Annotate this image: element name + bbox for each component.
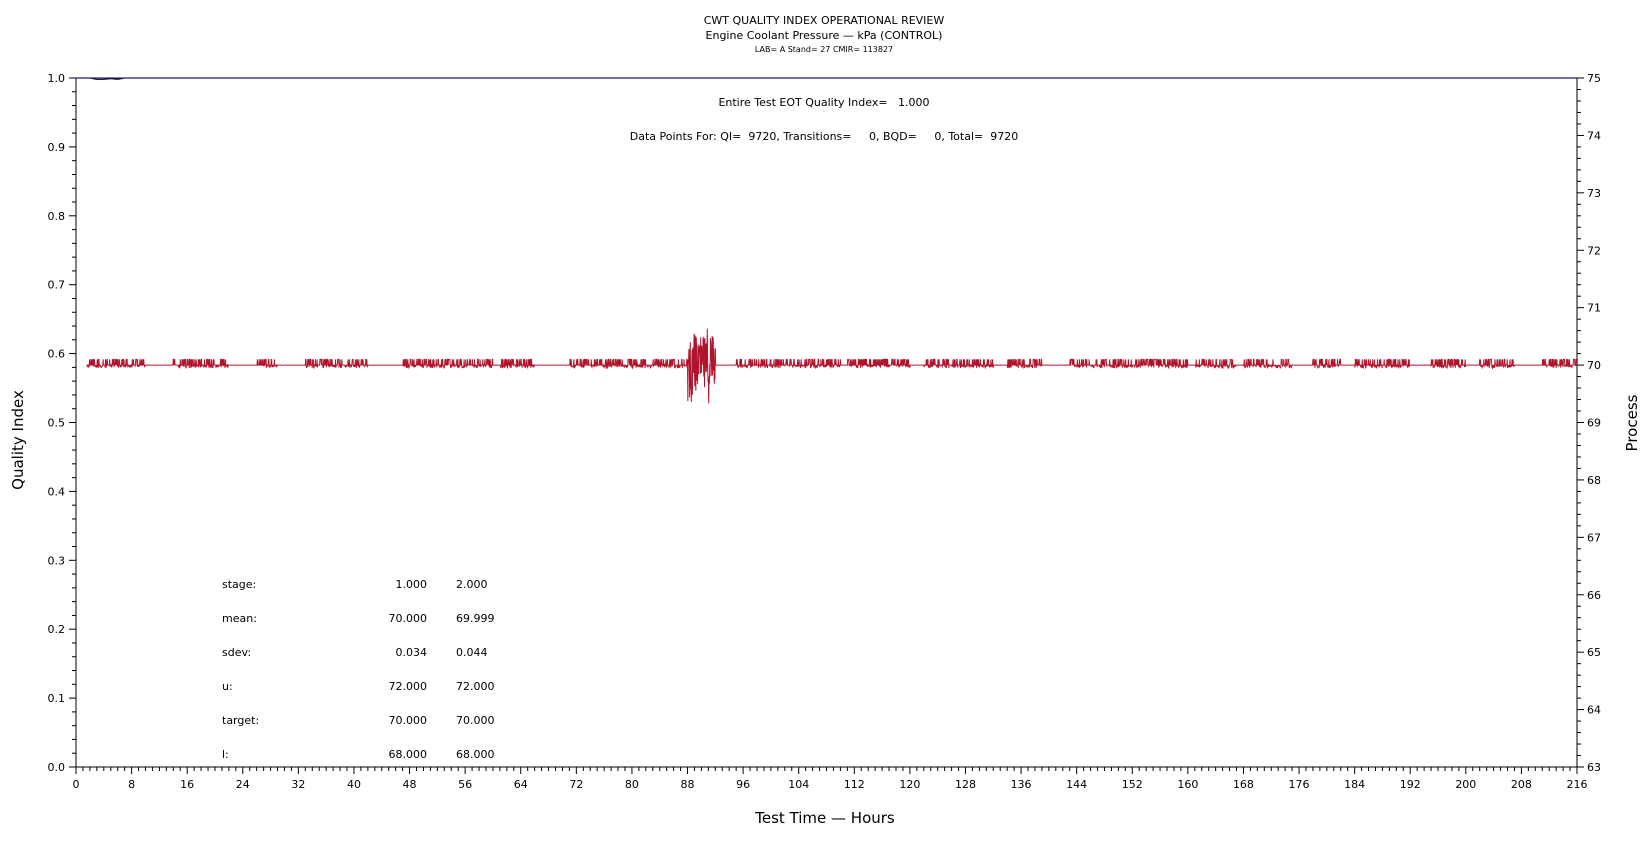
- x-tick-label: 192: [1400, 778, 1421, 791]
- plot-frame: [75, 77, 1578, 768]
- stat-value-stage1: 0.034: [396, 646, 428, 659]
- stat-value-stage2: 69.999: [456, 612, 495, 625]
- stat-value-stage2: 0.044: [456, 646, 488, 659]
- y-tick-label: 0.7: [48, 279, 66, 292]
- x-tick-label: 8: [128, 778, 135, 791]
- y2-tick-label: 68: [1587, 474, 1601, 487]
- stats-table: stage: 1.000 2.000 mean: 70.000 69.999 sdev: 0.…: [222, 578, 495, 761]
- y-tick-label: 0.5: [48, 417, 66, 430]
- x-tick-label: 96: [736, 778, 750, 791]
- x-tick-label: 48: [403, 778, 417, 791]
- stat-value-stage1: 68.000: [389, 748, 428, 761]
- x-tick-label: 32: [291, 778, 305, 791]
- x-tick-label: 208: [1511, 778, 1532, 791]
- x-tick-label: 80: [625, 778, 639, 791]
- x-tick-label: 40: [347, 778, 361, 791]
- x-tick-label: 112: [844, 778, 865, 791]
- stat-label: l:: [222, 748, 229, 761]
- y2-tick-label: 72: [1587, 244, 1601, 257]
- y2-tick-label: 73: [1587, 187, 1601, 200]
- y-tick-label: 0.1: [48, 692, 66, 705]
- stat-value-stage2: 2.000: [456, 578, 488, 591]
- y2-tick-label: 69: [1587, 417, 1601, 430]
- x-tick-label: 176: [1289, 778, 1310, 791]
- x-tick-label: 168: [1233, 778, 1254, 791]
- series-group: [76, 77, 1578, 404]
- x-tick-label: 56: [458, 778, 472, 791]
- y-axis-label: Quality Index: [9, 390, 27, 490]
- x-tick-label: 216: [1567, 778, 1588, 791]
- y2-tick-label: 64: [1587, 704, 1601, 717]
- y2-tick-label: 65: [1587, 646, 1601, 659]
- titles: CWT QUALITY INDEX OPERATIONAL REVIEW Eng…: [704, 14, 945, 54]
- stat-label: stage:: [222, 578, 256, 591]
- stat-value-stage2: 70.000: [456, 714, 495, 727]
- y-tick-label: 0.3: [48, 554, 66, 567]
- y-tick-label: 0.6: [48, 348, 66, 361]
- x-tick-label: 200: [1455, 778, 1476, 791]
- x-tick-label: 160: [1177, 778, 1198, 791]
- x-tick-label: 152: [1122, 778, 1143, 791]
- stat-value-stage1: 70.000: [389, 714, 428, 727]
- x-tick-label: 136: [1011, 778, 1032, 791]
- annotations: Entire Test EOT Quality Index= 1.000 Dat…: [630, 96, 1018, 143]
- annotation-data-points: Data Points For: QI= 9720, Transitions= …: [630, 130, 1018, 143]
- x-tick-label: 24: [236, 778, 250, 791]
- y2-tick-label: 71: [1587, 302, 1601, 315]
- x-tick-label: 104: [788, 778, 809, 791]
- x-tick-label: 72: [569, 778, 583, 791]
- chart-subtitle: Engine Coolant Pressure — kPa (CONTROL): [706, 29, 943, 42]
- y-tick-label: 0.4: [48, 485, 66, 498]
- x-tick-label: 128: [955, 778, 976, 791]
- y2-tick-label: 66: [1587, 589, 1601, 602]
- annotation-quality-index: Entire Test EOT Quality Index= 1.000: [718, 96, 929, 109]
- stat-label: target:: [222, 714, 259, 727]
- stat-value-stage1: 72.000: [389, 680, 428, 693]
- y-tick-label: 1.0: [48, 72, 66, 85]
- chart-subtitle-2: LAB= A Stand= 27 CMIR= 113827: [755, 45, 893, 54]
- y2-tick-label: 63: [1587, 761, 1601, 774]
- y2-tick-label: 67: [1587, 531, 1601, 544]
- y-tick-label: 0.9: [48, 141, 66, 154]
- axes: [75, 77, 1578, 768]
- quality-index-line: [76, 77, 1577, 80]
- stat-value-stage2: 68.000: [456, 748, 495, 761]
- stat-label: u:: [222, 680, 233, 693]
- y2-tick-label: 75: [1587, 72, 1601, 85]
- stat-value-stage1: 1.000: [396, 578, 428, 591]
- y-tick-label: 0.2: [48, 623, 66, 636]
- chart-title: CWT QUALITY INDEX OPERATIONAL REVIEW: [704, 14, 945, 27]
- x-tick-label: 144: [1066, 778, 1087, 791]
- y-tick-label: 0.0: [48, 761, 66, 774]
- x-axis-label: Test Time — Hours: [754, 809, 895, 827]
- x-tick-label: 16: [180, 778, 194, 791]
- x-tick-label: 0: [73, 778, 80, 791]
- y2-axis-label: Process: [1623, 394, 1641, 451]
- y-tick-label: 0.8: [48, 210, 66, 223]
- x-tick-label: 120: [899, 778, 920, 791]
- stat-value-stage1: 70.000: [389, 612, 428, 625]
- y2-tick-label: 74: [1587, 129, 1601, 142]
- x-tick-label: 88: [681, 778, 695, 791]
- x-tick-label: 184: [1344, 778, 1365, 791]
- y2-tick-label: 70: [1587, 359, 1601, 372]
- x-tick-label: 64: [514, 778, 528, 791]
- process-series-line: [85, 328, 1578, 404]
- stat-label: sdev:: [222, 646, 251, 659]
- stat-label: mean:: [222, 612, 257, 625]
- stat-value-stage2: 72.000: [456, 680, 495, 693]
- tick-marks: 0 8 16 24 32 40 48 56 64 72 80 88 96 104 112 120 128 136 1…: [48, 72, 1602, 791]
